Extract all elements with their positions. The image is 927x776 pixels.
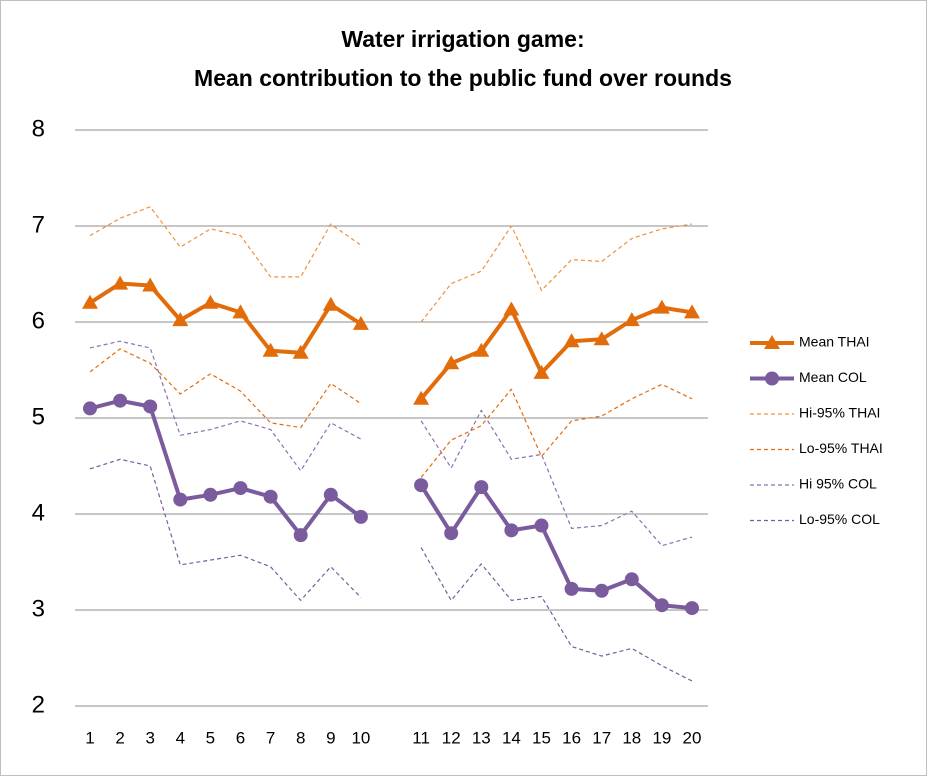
mean-line [89, 398, 693, 611]
marker [623, 312, 640, 327]
y-tick-label: 2 [32, 691, 45, 718]
marker [263, 489, 278, 504]
chart-title: Mean contribution to the public fund ove… [194, 65, 732, 91]
legend-label: Hi 95% COL [799, 476, 877, 492]
marker [414, 478, 429, 493]
marker [142, 277, 159, 292]
marker [504, 523, 519, 538]
x-tick-label: 7 [266, 728, 275, 747]
marker [353, 509, 368, 524]
x-tick-label: 18 [622, 728, 641, 747]
x-tick-label: 5 [206, 728, 215, 747]
marker [594, 583, 609, 598]
x-tick-label: 1 [85, 728, 94, 747]
marker [413, 390, 430, 405]
x-tick-label: 17 [592, 728, 611, 747]
legend-marker [764, 335, 780, 349]
marker [624, 572, 639, 587]
confidence-line [89, 458, 693, 682]
marker [444, 526, 459, 541]
x-tick-label: 15 [532, 728, 551, 747]
marker [83, 401, 97, 416]
x-tick-label: 19 [652, 728, 671, 747]
marker [202, 294, 219, 309]
marker [143, 399, 158, 414]
x-tick-label: 2 [115, 728, 124, 747]
marker [534, 518, 549, 533]
y-tick-label: 5 [32, 403, 45, 430]
y-tick-label: 8 [32, 115, 45, 142]
x-tick-label: 14 [502, 728, 521, 747]
mean-line [88, 281, 693, 401]
confidence-line [89, 206, 693, 323]
marker [473, 342, 490, 357]
marker [82, 294, 98, 309]
marker [564, 581, 579, 596]
marker [233, 481, 248, 496]
legend-label: Mean COL [799, 369, 867, 385]
marker [654, 598, 669, 613]
marker [352, 315, 369, 330]
marker [323, 487, 338, 502]
y-tick-label: 3 [32, 595, 45, 622]
marker [112, 275, 129, 290]
marker [293, 528, 308, 543]
marker [203, 487, 218, 502]
marker [593, 331, 610, 346]
marker [653, 299, 670, 314]
legend-label: Mean THAI [799, 334, 870, 350]
x-tick-label: 10 [351, 728, 370, 747]
x-tick-label: 6 [236, 728, 245, 747]
y-tick-label: 4 [32, 499, 45, 526]
legend-marker [765, 371, 779, 386]
y-tick-label: 6 [32, 307, 45, 334]
marker [685, 601, 699, 616]
x-tick-label: 3 [145, 728, 154, 747]
x-tick-label: 4 [176, 728, 185, 747]
chart-title: Water irrigation game: [341, 26, 584, 52]
x-tick-label: 20 [683, 728, 702, 747]
marker [322, 296, 339, 311]
marker [474, 480, 489, 495]
confidence-line [89, 340, 693, 547]
marker [684, 304, 700, 319]
marker [262, 342, 279, 357]
marker [232, 304, 249, 319]
x-tick-label: 13 [472, 728, 491, 747]
legend-label: Lo-95% COL [799, 511, 880, 527]
marker [173, 492, 188, 507]
x-tick-label: 12 [442, 728, 461, 747]
marker [563, 333, 580, 348]
legend-label: Lo-95% THAI [799, 440, 883, 456]
marker [443, 355, 460, 370]
legend-label: Hi-95% THAI [799, 405, 880, 421]
x-tick-label: 11 [412, 728, 430, 747]
marker [533, 364, 550, 379]
marker [503, 301, 520, 316]
x-tick-label: 8 [296, 728, 305, 747]
confidence-line [89, 348, 693, 478]
marker [172, 312, 189, 327]
y-tick-label: 7 [32, 211, 45, 238]
x-tick-label: 16 [562, 728, 581, 747]
marker [292, 344, 309, 359]
x-tick-label: 9 [326, 728, 335, 747]
marker [113, 393, 128, 408]
